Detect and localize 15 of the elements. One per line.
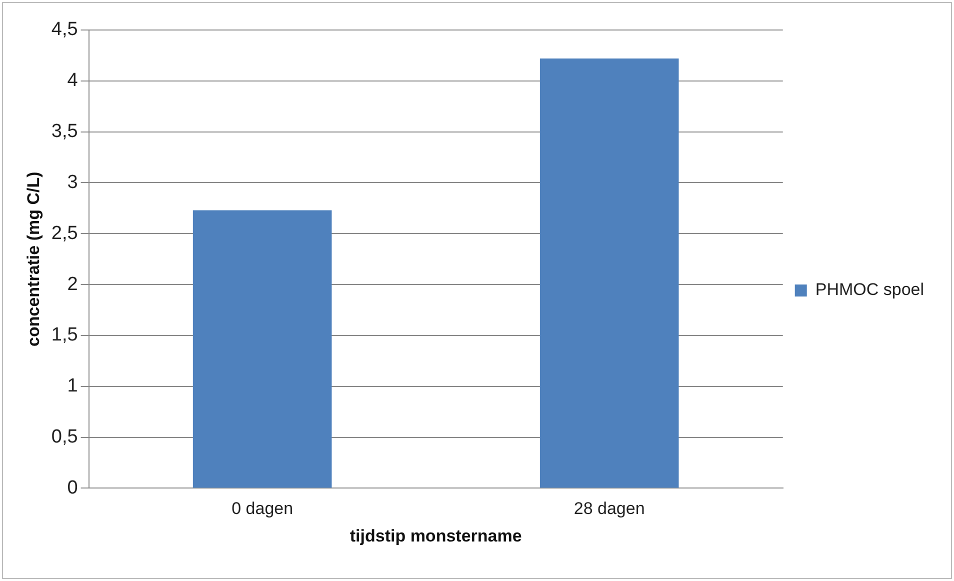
y-tick-label: 1,5 — [51, 324, 78, 346]
x-axis-title: tijdstip monstername — [350, 526, 522, 546]
y-tick-label: 3,5 — [51, 121, 78, 142]
y-tick-label: 3 — [67, 172, 78, 193]
y-tick-label: 4,5 — [51, 19, 78, 40]
legend-label: PHMOC spoel — [815, 280, 924, 300]
y-tick-label: 0,5 — [51, 426, 78, 448]
y-tick-label: 4 — [67, 70, 78, 92]
y-tick-label: 1 — [67, 376, 78, 397]
y-tick-label: 2 — [67, 274, 78, 295]
y-tick-label: 2,5 — [51, 222, 78, 244]
y-axis-title: concentratie (mg C/L) — [24, 172, 43, 346]
x-tick-label: 0 dagen — [232, 499, 294, 518]
x-tick-label: 28 dagen — [574, 499, 645, 518]
y-tick-label: 0 — [67, 477, 78, 498]
